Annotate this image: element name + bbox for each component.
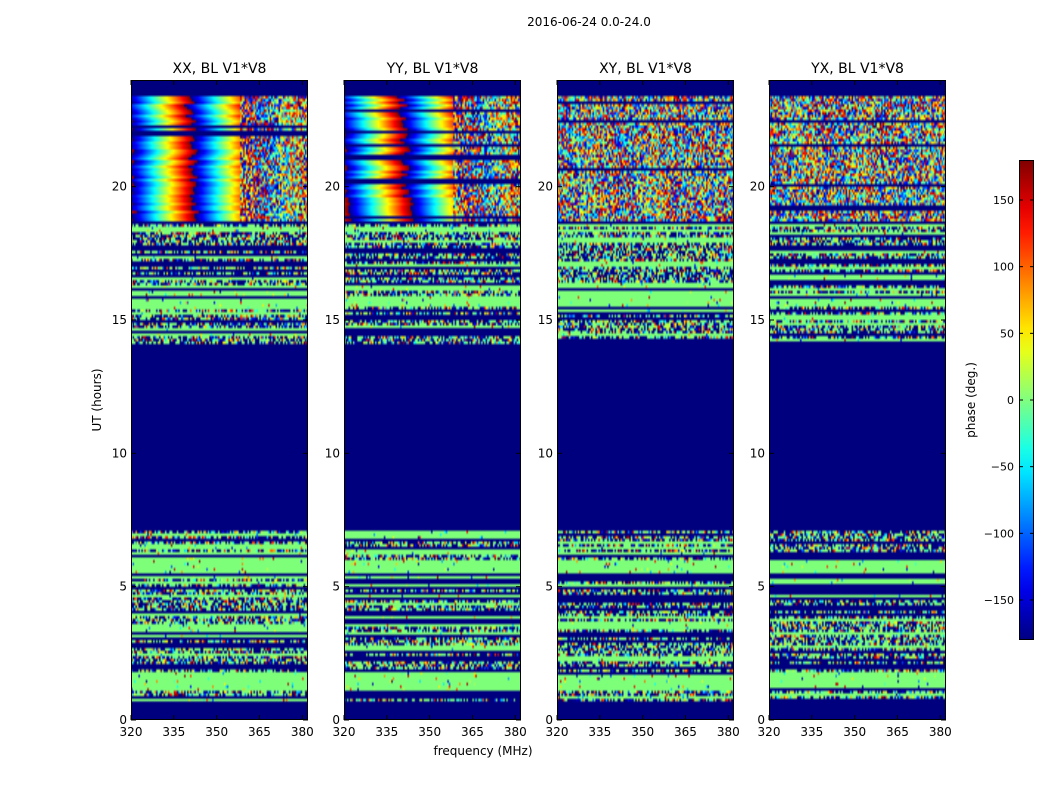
x-tick-label: 380 xyxy=(504,725,527,739)
y-tick-label: 0 xyxy=(332,713,340,727)
panel-frame xyxy=(131,80,308,720)
colorbar-tick-label: 150 xyxy=(993,194,1014,207)
y-tick-label: 10 xyxy=(325,446,340,460)
panel-yy: YY, BL V1*V8 320 335 350 365 380 0 5 10 15 20 xyxy=(325,61,527,739)
y-tick-label: 0 xyxy=(757,713,765,727)
x-tick-label: 350 xyxy=(631,725,654,739)
x-tick-label: 320 xyxy=(758,725,781,739)
panel-xy: XY, BL V1*V8 320 335 350 365 380 0 5 10 15 20 xyxy=(538,61,740,739)
phase-heatmap-yy xyxy=(344,80,521,720)
phase-heatmap-xy xyxy=(557,80,734,720)
colorbar-gradient xyxy=(1019,160,1034,640)
y-tick-label: 0 xyxy=(119,713,127,727)
x-tick-label: 380 xyxy=(291,725,314,739)
x-tick-label: 335 xyxy=(800,725,823,739)
y-tick-label: 5 xyxy=(545,580,553,594)
colorbar-tick-label: 50 xyxy=(1000,327,1014,340)
x-tick-label: 335 xyxy=(588,725,611,739)
y-tick-label: 20 xyxy=(538,180,553,194)
y-tick-label: 10 xyxy=(750,446,765,460)
y-tick-label: 20 xyxy=(750,180,765,194)
panel-title: YX, BL V1*V8 xyxy=(810,61,904,77)
y-tick-label: 15 xyxy=(538,313,553,327)
y-tick-label: 10 xyxy=(112,446,127,460)
colorbar: −150 −100 −50 0 50 100 150 phase (deg.) xyxy=(964,160,1034,640)
x-tick-label: 365 xyxy=(248,725,271,739)
y-tick-label: 5 xyxy=(757,580,765,594)
y-tick-label: 5 xyxy=(332,580,340,594)
phase-heatmap-yx xyxy=(769,80,946,720)
colorbar-tick-label: 0 xyxy=(1007,394,1014,407)
panel-frame xyxy=(769,80,946,720)
panel-title: YY, BL V1*V8 xyxy=(386,61,479,77)
x-tick-label: 335 xyxy=(162,725,185,739)
panel-yx: YX, BL V1*V8 320 335 350 365 380 0 5 10 15 20 xyxy=(750,61,952,739)
x-tick-label: 380 xyxy=(929,725,952,739)
colorbar-tick-label: −150 xyxy=(984,594,1014,607)
y-axis-label: UT (hours) xyxy=(90,368,104,431)
y-tick-label: 20 xyxy=(325,180,340,194)
x-tick-label: 350 xyxy=(843,725,866,739)
y-tick-label: 20 xyxy=(112,180,127,194)
y-tick-label: 10 xyxy=(538,446,553,460)
x-tick-label: 365 xyxy=(461,725,484,739)
phase-heatmap-xx xyxy=(131,80,308,720)
panel-xx: XX, BL V1*V8 320 335 350 365 380 0 5 10 15 20 xyxy=(112,61,314,739)
y-tick-label: 15 xyxy=(325,313,340,327)
colorbar-tick-label: 100 xyxy=(993,261,1014,274)
x-tick-label: 320 xyxy=(120,725,143,739)
x-tick-label: 365 xyxy=(886,725,909,739)
x-tick-label: 320 xyxy=(333,725,356,739)
colorbar-tick-label: −100 xyxy=(984,527,1014,540)
panel-title: XY, BL V1*V8 xyxy=(599,61,692,77)
y-tick-label: 0 xyxy=(545,713,553,727)
x-tick-label: 335 xyxy=(375,725,398,739)
x-tick-label: 380 xyxy=(717,725,740,739)
x-tick-label: 320 xyxy=(546,725,569,739)
y-tick-label: 5 xyxy=(119,580,127,594)
y-tick-label: 15 xyxy=(750,313,765,327)
colorbar-tick-label: −50 xyxy=(991,461,1014,474)
x-tick-label: 350 xyxy=(205,725,228,739)
x-axis-label: frequency (MHz) xyxy=(433,744,532,758)
y-tick-label: 15 xyxy=(112,313,127,327)
x-tick-label: 350 xyxy=(418,725,441,739)
panel-frame xyxy=(557,80,734,720)
panel-title: XX, BL V1*V8 xyxy=(173,61,267,77)
figure-title: 2016-06-24 0.0-24.0 xyxy=(527,15,651,29)
colorbar-label: phase (deg.) xyxy=(964,362,978,438)
x-tick-label: 365 xyxy=(674,725,697,739)
panel-frame xyxy=(344,80,521,720)
